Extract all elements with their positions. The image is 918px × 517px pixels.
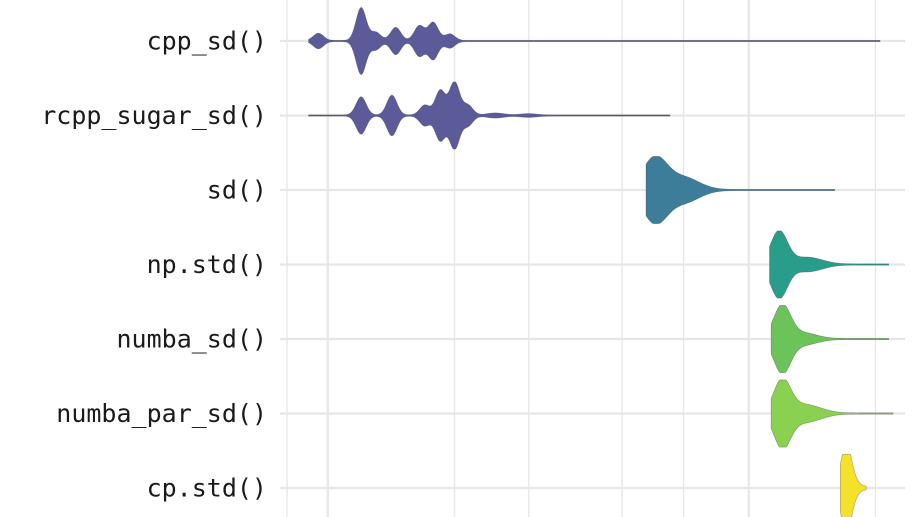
category-label: numba_par_sd() (56, 399, 267, 428)
category-label: np.std() (147, 250, 267, 279)
violin-layer (308, 7, 894, 517)
violin-4 (770, 305, 890, 373)
violin-0 (308, 7, 881, 75)
violin-2 (645, 156, 836, 224)
category-label: rcpp_sugar_sd() (41, 101, 267, 130)
violin-6 (840, 454, 867, 517)
violin-5 (770, 379, 894, 448)
category-label: cpp_sd() (147, 27, 267, 56)
category-label: cp.std() (147, 474, 267, 503)
label-layer: cpp_sd() rcpp_sugar_sd() sd() np.std() numba… (41, 27, 267, 503)
violin-3 (769, 230, 890, 299)
category-label: numba_sd() (116, 325, 267, 354)
violin-1 (308, 81, 671, 150)
category-label: sd() (207, 176, 267, 205)
